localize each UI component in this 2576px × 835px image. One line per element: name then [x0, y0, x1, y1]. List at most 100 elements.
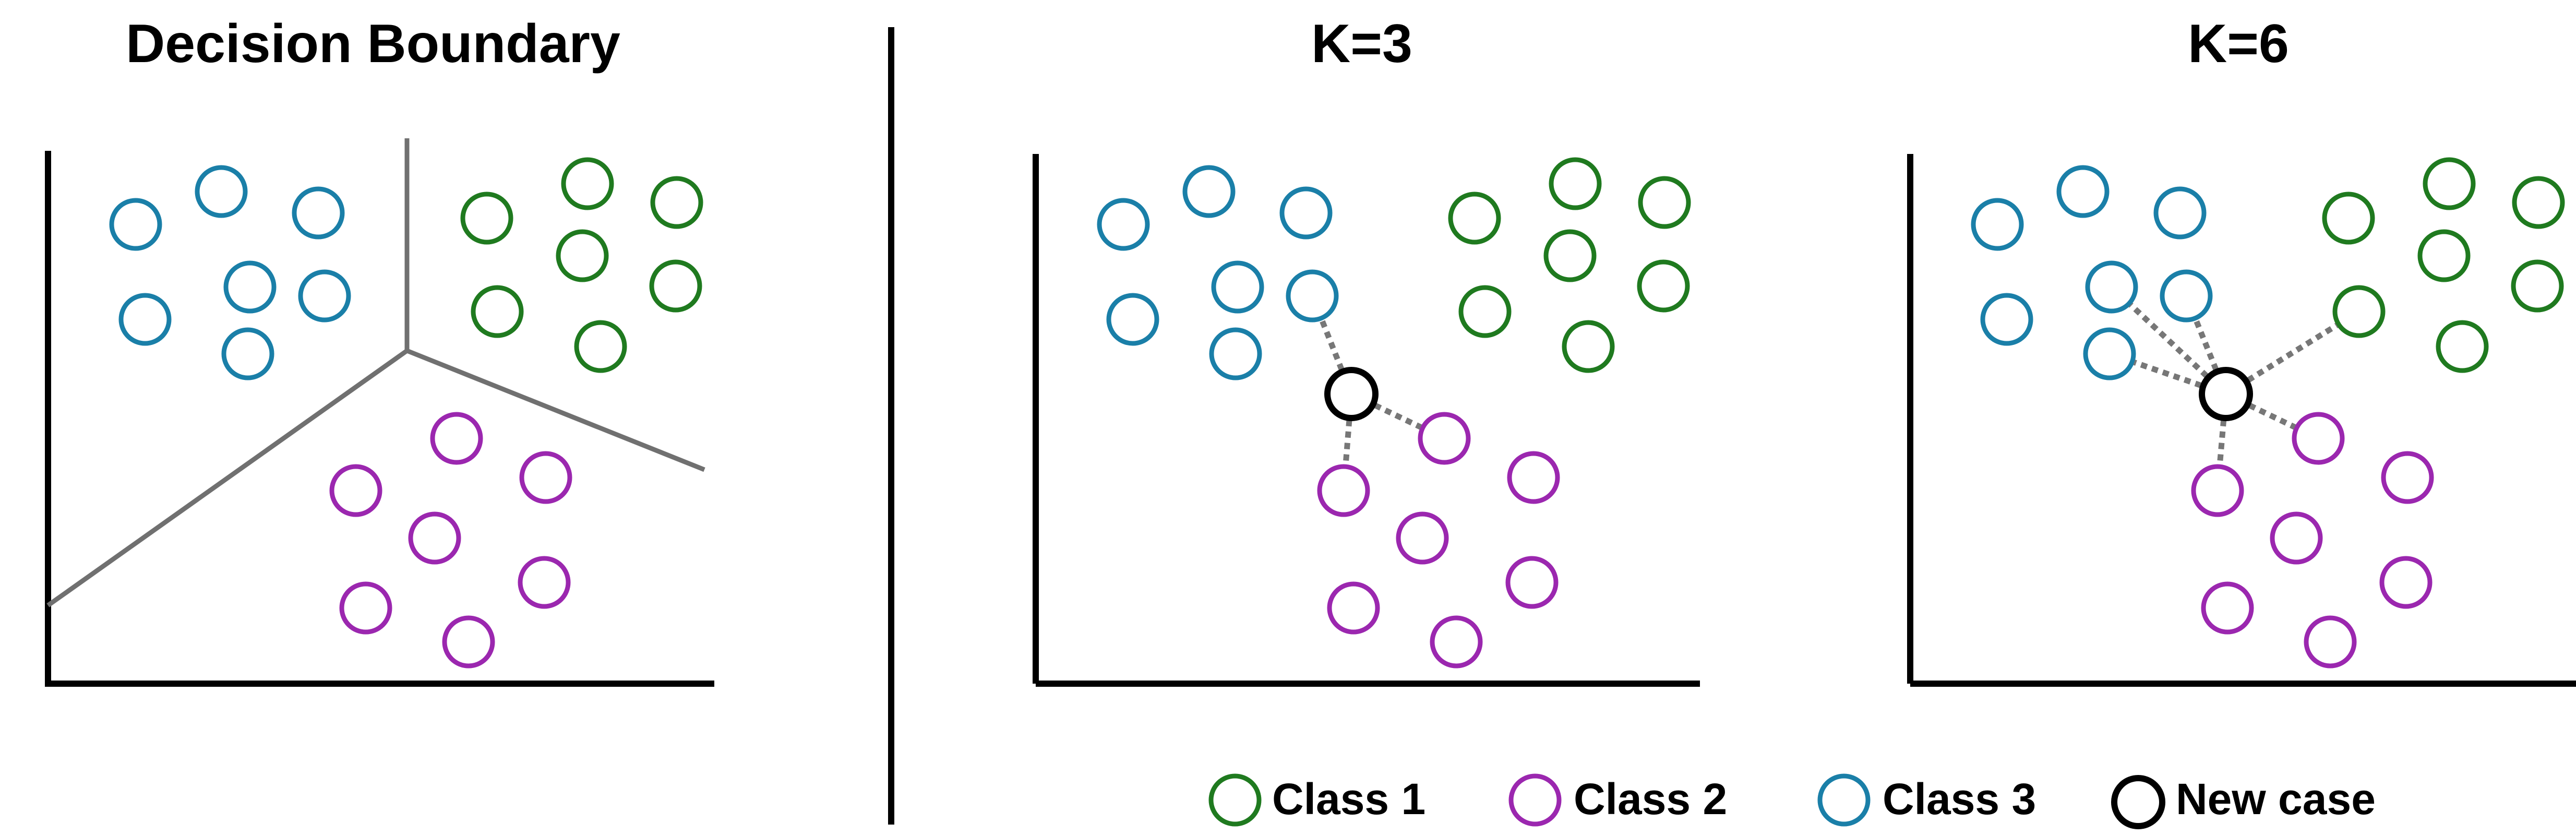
legend-new-case-icon	[2111, 775, 2165, 829]
k6-class2-point-15	[2292, 412, 2345, 465]
k3-class2-point-16	[1317, 464, 1370, 517]
data-points	[1971, 157, 2565, 669]
boundary-lines	[46, 138, 705, 607]
db-class2-point-21	[442, 615, 495, 669]
k3-class2-point-17	[1507, 451, 1560, 504]
db-class3-point-4	[118, 293, 172, 346]
k3-class3-point-5	[1211, 260, 1264, 314]
db-class2-point-16	[329, 464, 382, 517]
k3-class2-point-21	[1430, 615, 1483, 669]
boundary-line-left	[46, 349, 409, 607]
k6-class2-point-21	[2304, 615, 2357, 669]
k3-class1-point-13	[1637, 259, 1690, 313]
db-class3-point-6	[298, 269, 351, 323]
k3-class3-point-7	[1209, 327, 1262, 380]
db-class1-point-11	[556, 229, 609, 282]
k3-class1-point-11	[1543, 229, 1597, 282]
db-class3-point-7	[221, 327, 274, 380]
boundary-line-right	[406, 348, 705, 472]
k3-class3-point-4	[1106, 293, 1159, 346]
db-class1-point-9	[561, 157, 614, 210]
k6-class2-point-16	[2191, 464, 2244, 517]
axes	[1907, 154, 2576, 687]
k6-class1-point-8	[2322, 192, 2375, 245]
legend-class3-icon	[1817, 773, 1871, 827]
k3-connector-1	[1319, 319, 1345, 371]
k6-class2-point-17	[2381, 451, 2434, 504]
k3-panel	[1033, 154, 1700, 687]
k6-connector-4	[2246, 323, 2339, 383]
db-class2-point-20	[339, 581, 392, 635]
k6-connector-6	[2216, 420, 2227, 465]
legend	[1208, 773, 2165, 829]
db-class2-point-15	[430, 412, 483, 465]
k6-class3-point-5	[2085, 260, 2138, 314]
k3-class1-point-12	[1458, 285, 1512, 338]
k3-class2-point-20	[1327, 581, 1380, 635]
k3-class1-point-9	[1549, 157, 1602, 210]
legend-class1-label: Class 1	[1272, 774, 1426, 824]
k6-class3-point-6	[2160, 269, 2213, 323]
db-class3-point-2	[195, 165, 248, 218]
k3-class3-point-3	[1279, 186, 1333, 240]
k3-new-case-point	[1324, 367, 1379, 421]
k6-class3-point-1	[1971, 198, 2024, 251]
legend-class3-label: Class 3	[1883, 774, 2036, 824]
neighbor-connectors	[2128, 303, 2339, 465]
k6-class2-point-19	[2379, 556, 2433, 609]
k3-title: K=3	[1311, 14, 1412, 74]
db-class2-point-19	[518, 556, 571, 609]
k3-class3-point-2	[1182, 165, 1236, 218]
k3-class2-point-18	[1396, 511, 1449, 565]
legend-class1-icon	[1208, 773, 1262, 827]
axes	[1033, 154, 1700, 687]
k6-class3-point-7	[2083, 327, 2136, 380]
db-class3-point-5	[223, 260, 277, 314]
k6-class2-point-20	[2201, 581, 2254, 635]
k3-class1-point-10	[1638, 176, 1691, 229]
db-class3-point-3	[292, 186, 345, 240]
k3-class1-point-14	[1562, 320, 1615, 373]
k3-class2-point-19	[1505, 556, 1559, 609]
k6-class3-point-3	[2153, 186, 2207, 240]
k3-class2-point-15	[1418, 412, 1471, 465]
legend-class2-label: Class 2	[1574, 774, 1728, 824]
k6-class1-point-14	[2436, 320, 2489, 373]
neighbor-connectors	[1319, 319, 1422, 465]
k3-class1-point-8	[1448, 192, 1501, 245]
k6-connector-1	[2128, 303, 2209, 378]
k6-class1-point-9	[2423, 157, 2476, 210]
k6-class1-point-10	[2512, 176, 2565, 229]
db-class1-point-10	[650, 176, 703, 229]
k6-new-case-point	[2199, 367, 2253, 421]
db-class1-point-12	[471, 285, 524, 338]
k3-connector-3	[1343, 420, 1352, 465]
legend-new-case-label: New case	[2176, 774, 2376, 824]
k6-class1-point-12	[2332, 285, 2386, 338]
k6-class3-point-4	[1980, 293, 2033, 346]
k6-class2-point-18	[2270, 511, 2323, 565]
db-class1-point-14	[574, 320, 627, 373]
k3-connector-2	[1373, 402, 1422, 430]
k6-class3-point-2	[2056, 165, 2110, 218]
k6-panel	[1907, 154, 2576, 687]
k6-connector-2	[2193, 319, 2219, 371]
k6-title: K=6	[2188, 14, 2289, 74]
data-points	[109, 157, 703, 669]
db-class1-point-13	[649, 259, 702, 313]
axes	[45, 151, 714, 687]
k3-class3-point-1	[1097, 198, 1150, 251]
decision-boundary-panel	[45, 138, 714, 687]
decision-boundary-title: Decision Boundary	[126, 14, 620, 74]
data-points	[1097, 157, 1691, 669]
k6-connector-5	[2248, 402, 2296, 430]
db-class2-point-17	[519, 451, 572, 504]
db-class3-point-1	[109, 198, 162, 251]
k6-class1-point-13	[2511, 259, 2564, 313]
db-class1-point-8	[460, 192, 513, 245]
legend-class2-icon	[1508, 773, 1562, 827]
db-class2-point-18	[408, 511, 461, 565]
k6-connector-3	[2133, 360, 2202, 388]
k3-class3-point-6	[1286, 269, 1339, 323]
